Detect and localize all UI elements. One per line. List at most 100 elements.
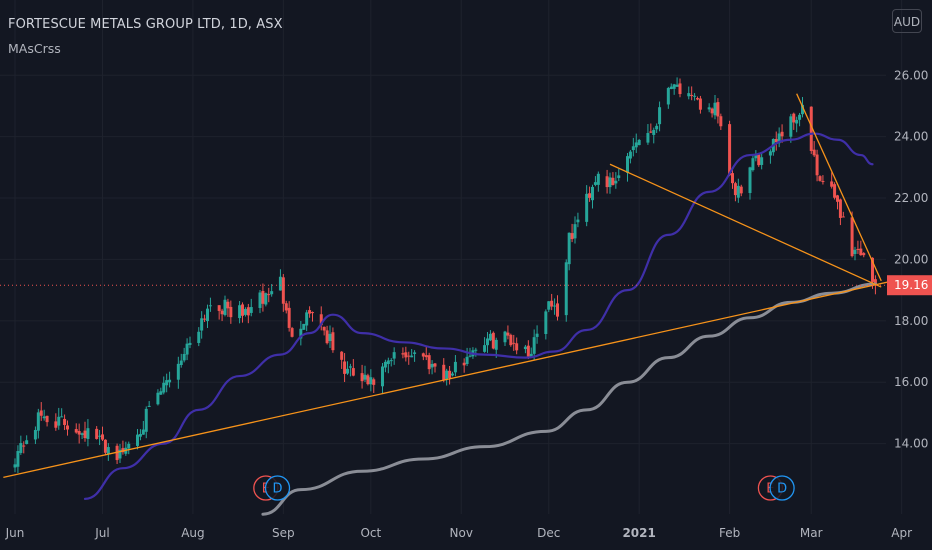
candle-up [369, 369, 373, 392]
candle-down [605, 169, 609, 194]
candle-up [182, 347, 186, 363]
candle-up [652, 127, 656, 144]
candle-up [658, 101, 662, 132]
candle-down [698, 95, 702, 114]
candle-up [451, 371, 454, 377]
candle-up [736, 178, 740, 203]
candle-up [626, 153, 629, 182]
candle-up [188, 336, 192, 349]
candle-up [127, 441, 131, 455]
candle-up [608, 172, 612, 194]
x-tick-label: Jun [5, 526, 25, 540]
grid [0, 0, 903, 514]
candle-up [42, 409, 46, 421]
candle-down [611, 172, 615, 186]
candle-down [696, 96, 699, 101]
candle-up [413, 350, 417, 362]
candle-up [206, 304, 209, 328]
candle-up [465, 347, 469, 367]
candle-down [66, 420, 69, 436]
candle-down [407, 351, 411, 365]
candle-up [258, 290, 262, 314]
candle-down [322, 326, 326, 336]
candle-up [503, 330, 507, 346]
candle-down [39, 402, 43, 421]
candle-up [523, 344, 527, 354]
candle-up [60, 408, 64, 418]
candle-up [410, 349, 414, 358]
candle-down [649, 123, 653, 134]
candle-down [550, 293, 554, 311]
candle-down [710, 107, 714, 118]
candle-up [19, 435, 23, 455]
candle-up [383, 359, 387, 373]
candle-down [246, 303, 250, 324]
candle-down [570, 223, 574, 243]
candle-up [13, 458, 17, 473]
y-tick-label: 22.00 [894, 191, 928, 205]
candle-down [45, 415, 49, 427]
candle-up [789, 113, 793, 143]
trendline[interactable] [609, 163, 882, 288]
candle-down [77, 423, 81, 444]
candle-down [319, 306, 323, 331]
candle-up [430, 360, 434, 375]
candle-up [185, 338, 189, 361]
candle-up [25, 435, 29, 445]
candle-up [748, 166, 752, 200]
candle-up [392, 347, 396, 365]
candle-up [453, 355, 457, 377]
candle-down [780, 124, 784, 143]
candle-up [264, 292, 268, 307]
candle-down [515, 337, 519, 355]
candle-down [792, 112, 796, 130]
x-tick-label: Feb [719, 526, 740, 540]
candle-up [547, 301, 551, 313]
candle-down [728, 120, 732, 177]
y-tick-label: 24.00 [894, 130, 928, 144]
currency-button[interactable]: AUD [892, 9, 922, 33]
candle-down [95, 426, 99, 440]
time-axis[interactable]: Jun Jul Aug Sep Oct Nov Dec 2021 Feb Mar Apr [5, 526, 912, 540]
dividend-marker[interactable]: D [769, 475, 795, 501]
candle-down [739, 184, 743, 197]
candle-up [57, 407, 61, 430]
candle-up [305, 309, 309, 332]
candle-down [311, 311, 314, 322]
candle-up [614, 172, 618, 189]
candle-up [348, 363, 352, 377]
candle-down [287, 301, 291, 332]
candle-up [646, 124, 650, 145]
candle-up [544, 309, 548, 340]
y-tick-label: 18.00 [894, 314, 928, 328]
candle-down [731, 167, 734, 189]
candle-down [859, 240, 863, 256]
candle-down [343, 353, 347, 382]
candle-up [628, 149, 632, 164]
candles [13, 77, 877, 473]
candle-down [856, 240, 860, 254]
dividend-marker[interactable]: D [264, 475, 291, 501]
svg-text:D: D [777, 482, 787, 497]
candle-up [795, 116, 799, 133]
candle-down [526, 340, 530, 360]
candle-up [768, 149, 772, 164]
trendline[interactable] [796, 93, 882, 282]
trendline[interactable] [3, 280, 894, 479]
candle-up [179, 353, 183, 368]
candle-up [238, 300, 242, 324]
candle-up [853, 246, 857, 261]
candle-down [325, 325, 329, 345]
candle-up [585, 185, 589, 227]
candle-down [103, 439, 107, 456]
candle-up [302, 323, 306, 330]
candle-up [591, 184, 594, 209]
last-price-label: 19.16 [887, 275, 932, 296]
candle-up [655, 123, 659, 134]
candle-down [733, 181, 737, 202]
candle-down [340, 351, 344, 369]
candle-down [862, 252, 866, 258]
price-axis[interactable]: 14.00 16.00 18.00 20.00 22.00 24.00 26.00 [894, 68, 928, 450]
indicator-label[interactable]: MAsCrss [8, 41, 61, 56]
